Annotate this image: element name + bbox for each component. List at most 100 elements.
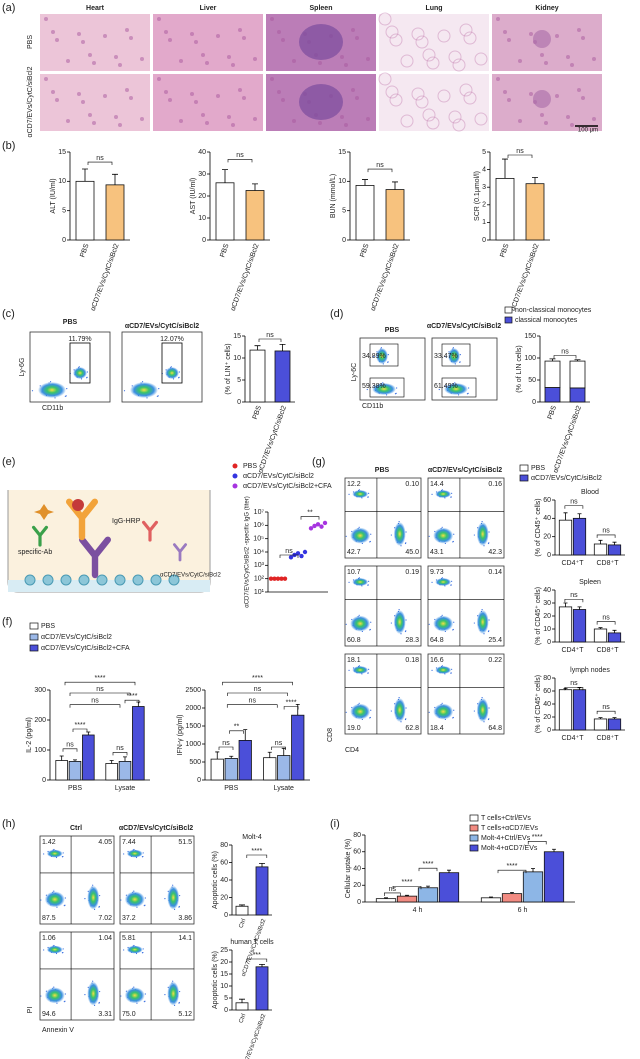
plot-title: Ctrl <box>70 825 82 832</box>
error-bar <box>577 687 582 690</box>
quadrant-value: 0.18 <box>405 657 419 664</box>
significance-bracket <box>527 841 547 845</box>
event-dot <box>428 623 430 625</box>
significance-bracket <box>64 681 136 686</box>
density-blob <box>393 698 406 722</box>
tissue-texture <box>355 36 359 40</box>
significance-label: ns <box>285 548 293 555</box>
tissue-texture <box>103 94 107 98</box>
event-dot <box>453 621 455 623</box>
y-tick-label: 1000 <box>185 741 201 748</box>
tissue-texture <box>227 115 231 119</box>
density-blob <box>352 666 369 674</box>
significance-label: ns <box>254 686 262 693</box>
event-dot <box>62 951 64 954</box>
legend-label: αCD7/EVs/CytC/siBcl2+CFA <box>41 645 130 652</box>
quadrant-value: 16.6 <box>430 657 444 664</box>
significance-bracket <box>227 159 253 163</box>
tissue-texture <box>448 50 462 64</box>
rotated-label: Ly-6G <box>19 358 26 377</box>
tissue-texture <box>114 55 118 59</box>
rotated-label: (% of LIN⁺ cells) <box>225 343 232 394</box>
tissue-texture <box>437 89 451 103</box>
event-dot <box>428 535 430 537</box>
tissue-texture <box>253 57 257 61</box>
significance-label: **** <box>507 863 518 870</box>
tissue-texture <box>205 61 209 65</box>
significance-label: *** <box>253 952 261 959</box>
tissue-texture <box>378 12 392 26</box>
tissue-texture <box>507 98 511 102</box>
error-bar <box>279 343 286 351</box>
y-tick-label: 15 <box>58 149 66 156</box>
error-bar <box>239 998 245 1003</box>
flow-plot <box>427 477 505 559</box>
legend-label: non-classical monocytes <box>515 307 592 314</box>
significance-bracket <box>564 686 584 691</box>
tissue-texture <box>437 29 451 43</box>
y-tick-label: 10¹ <box>254 589 265 596</box>
tissue-texture <box>452 58 466 72</box>
point <box>295 551 301 556</box>
tissue-texture <box>355 96 359 100</box>
ev <box>96 574 108 586</box>
tissue-texture <box>351 28 355 32</box>
legend-swatch <box>232 463 238 469</box>
event-dot <box>451 492 453 494</box>
quadrant-value: 94.6 <box>42 1011 56 1018</box>
y-tick-label: 0 <box>237 399 241 406</box>
event-dot <box>368 668 370 670</box>
gate <box>69 342 91 384</box>
tissue-texture <box>44 77 48 81</box>
tissue-texture <box>140 117 144 121</box>
density-blob <box>393 610 406 634</box>
event-dot <box>473 710 475 712</box>
significance-label: ns <box>389 886 397 893</box>
legend-swatch <box>519 474 529 482</box>
quadrant-value: 18.1 <box>347 657 361 664</box>
event-dot <box>398 608 400 611</box>
significance-bracket <box>271 746 286 750</box>
tissue-texture <box>216 34 220 38</box>
flow-plot <box>427 653 505 735</box>
bar <box>215 182 235 241</box>
panel-letter: (a) <box>2 2 15 14</box>
y-tick-label: 0 <box>547 552 551 559</box>
density-blob <box>44 891 65 908</box>
density-blob <box>435 490 452 498</box>
tissue-texture <box>231 123 235 127</box>
tissue-texture <box>44 17 48 21</box>
error-bar <box>229 755 234 759</box>
density-blob <box>46 945 63 954</box>
quadrant-value: 0.22 <box>488 657 502 664</box>
tissue-texture <box>194 40 198 44</box>
error-bar <box>510 891 514 894</box>
significance-bracket <box>564 598 584 603</box>
tissue-texture <box>389 93 403 107</box>
event-dot <box>84 994 86 996</box>
error-bar <box>489 896 493 898</box>
significance-bracket <box>418 867 438 872</box>
tissue-texture <box>570 63 574 67</box>
rotated-label: AST (IU/ml) <box>190 178 197 214</box>
tissue-texture <box>415 95 429 109</box>
event-dot <box>92 884 94 886</box>
legend-label: T cells+Ctrl/EVs <box>481 815 531 822</box>
event-dot <box>178 905 180 908</box>
significance-label: **** <box>251 848 262 855</box>
density-blob <box>433 527 454 544</box>
glomerulus <box>533 30 551 48</box>
event-dot <box>86 371 88 373</box>
error-bar <box>552 848 556 852</box>
tissue-texture <box>581 36 585 40</box>
quadrant-value: 1.04 <box>98 935 112 942</box>
y-tick-label: 20 <box>220 959 228 966</box>
event-dot <box>345 535 347 537</box>
rotated-label: αCD7/EVs/CytC/siBcl2 <box>27 66 34 137</box>
tissue-texture <box>503 90 507 94</box>
density-blob <box>38 382 66 398</box>
quadrant-value: 0.14 <box>488 569 502 576</box>
error-bar <box>82 168 88 182</box>
significance-bracket <box>87 161 113 166</box>
tissue-texture <box>118 123 122 127</box>
